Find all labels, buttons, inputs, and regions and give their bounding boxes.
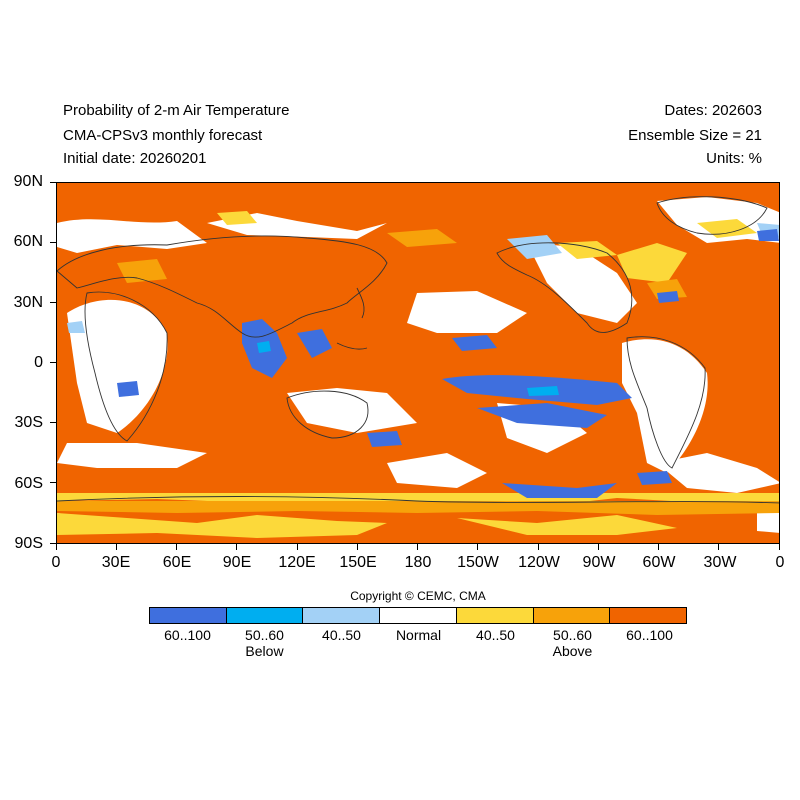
x-tick-mark bbox=[537, 544, 539, 550]
x-tick-mark bbox=[417, 544, 418, 550]
ensemble-size-label: Ensemble Size = 21 bbox=[628, 127, 762, 144]
x-tick-label-30e: 30E bbox=[101, 554, 131, 571]
below-60-100-patches bbox=[117, 229, 779, 498]
legend-group-above: Above bbox=[552, 643, 593, 659]
y-tick-label-60s: 60S bbox=[14, 475, 43, 492]
legend-swatch-below-50-60 bbox=[226, 608, 304, 623]
y-tick-mark bbox=[50, 362, 56, 363]
probability-map bbox=[56, 182, 780, 544]
x-tick-mark bbox=[718, 544, 720, 550]
x-tick-mark bbox=[658, 544, 659, 550]
x-tick-label-150e: 150E bbox=[339, 554, 377, 571]
coastlines bbox=[57, 196, 779, 504]
copyright-notice: Copyright © CEMC, CMA bbox=[350, 589, 486, 603]
legend-group-below: Below bbox=[245, 643, 284, 659]
legend-label-above-60-100: 60..100 bbox=[626, 627, 673, 643]
x-tick-label-0: 0 bbox=[51, 554, 61, 571]
y-tick-mark bbox=[50, 542, 56, 544]
x-tick-mark bbox=[236, 544, 238, 550]
legend-swatch-above-50-60 bbox=[533, 608, 611, 623]
x-tick-label-180: 180 bbox=[404, 554, 432, 571]
x-tick-label-150w: 150W bbox=[457, 554, 499, 571]
legend-swatch-above-40-50 bbox=[456, 608, 534, 623]
initial-date-label: Initial date: 20260201 bbox=[63, 150, 207, 167]
x-tick-mark bbox=[356, 544, 358, 550]
legend-colorbar bbox=[149, 607, 687, 624]
units-label: Units: % bbox=[706, 150, 762, 167]
y-tick-label-0: 0 bbox=[34, 354, 43, 371]
y-tick-label-30n: 30N bbox=[13, 294, 43, 311]
y-tick-mark bbox=[50, 482, 56, 484]
x-tick-label-120e: 120E bbox=[278, 554, 316, 571]
x-tick-label-0-end: 0 bbox=[775, 554, 785, 571]
x-tick-mark bbox=[778, 544, 780, 550]
y-tick-mark bbox=[50, 241, 56, 243]
y-tick-label-60n: 60N bbox=[13, 233, 43, 250]
legend-label-below-50-60: 50..60 bbox=[245, 627, 284, 643]
below-50-60-patches bbox=[257, 341, 559, 396]
x-tick-label-30w: 30W bbox=[703, 554, 737, 571]
y-tick-mark bbox=[50, 181, 56, 183]
y-tick-mark bbox=[50, 301, 56, 303]
y-tick-mark bbox=[50, 422, 56, 424]
legend-label-below-60-100: 60..100 bbox=[164, 627, 211, 643]
legend-swatch-normal bbox=[380, 608, 457, 623]
x-tick-label-60w: 60W bbox=[642, 554, 676, 571]
x-tick-mark bbox=[597, 544, 599, 550]
forecast-dates-label: Dates: 202603 bbox=[664, 102, 762, 119]
x-tick-label-90e: 90E bbox=[222, 554, 252, 571]
x-tick-mark bbox=[477, 544, 479, 550]
y-tick-label-30s: 30S bbox=[14, 414, 43, 431]
y-tick-label-90s: 90S bbox=[14, 535, 43, 552]
legend-label-below-40-50: 40..50 bbox=[322, 627, 361, 643]
y-tick-label-90n: 90N bbox=[13, 173, 43, 190]
map-title: Probability of 2-m Air Temperature bbox=[63, 102, 290, 119]
x-tick-mark bbox=[115, 544, 117, 550]
x-tick-mark bbox=[55, 544, 57, 550]
map-canvas bbox=[57, 196, 779, 538]
legend-swatch-above-60-100 bbox=[610, 608, 687, 623]
x-tick-label-120w: 120W bbox=[518, 554, 560, 571]
x-tick-mark bbox=[296, 544, 298, 550]
model-subtitle: CMA-CPSv3 monthly forecast bbox=[63, 127, 263, 144]
x-tick-mark bbox=[176, 544, 177, 550]
x-tick-label-90w: 90W bbox=[582, 554, 616, 571]
legend-label-above-50-60: 50..60 bbox=[553, 627, 592, 643]
legend-swatch-below-60-100 bbox=[150, 608, 227, 623]
x-tick-label-60e: 60E bbox=[162, 554, 192, 571]
legend-swatch-below-40-50 bbox=[303, 608, 381, 623]
legend-label-above-40-50: 40..50 bbox=[476, 627, 515, 643]
legend-label-normal: Normal bbox=[395, 627, 442, 643]
